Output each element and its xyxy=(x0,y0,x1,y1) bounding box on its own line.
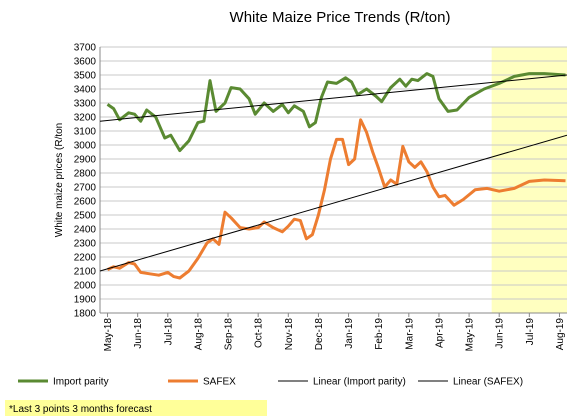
y-tick-label: 2400 xyxy=(74,225,97,236)
x-tick-label: Aug-19 xyxy=(555,318,566,351)
y-tick-label: 3600 xyxy=(74,57,97,68)
legend-label: SAFEX xyxy=(203,377,236,388)
legend-label: Linear (SAFEX) xyxy=(453,377,523,388)
chart-title: White Maize Price Trends (R/ton) xyxy=(230,9,451,26)
y-tick-label: 3000 xyxy=(74,141,97,152)
footnote: *Last 3 points 3 months forecast xyxy=(9,404,152,415)
y-tick-label: 2000 xyxy=(74,281,97,292)
x-tick-label: Sep-18 xyxy=(224,318,235,351)
y-tick-label: 3300 xyxy=(74,99,97,110)
y-tick-label: 2900 xyxy=(74,155,97,166)
legend-label: Import parity xyxy=(53,377,109,388)
x-tick-label: Oct-18 xyxy=(254,318,265,348)
series-line xyxy=(106,118,566,280)
x-tick-label: Jul-19 xyxy=(525,318,536,346)
y-tick-label: 3400 xyxy=(74,85,97,96)
y-tick-label: 2600 xyxy=(74,197,97,208)
x-tick-label: Apr-19 xyxy=(434,318,445,348)
series-line xyxy=(99,134,567,272)
x-tick-label: Feb-19 xyxy=(374,318,385,350)
y-tick-label: 3700 xyxy=(74,43,97,54)
y-tick-label: 1900 xyxy=(74,295,97,306)
y-tick-label: 2100 xyxy=(74,267,97,278)
legend-label: Linear (Import parity) xyxy=(313,377,406,388)
x-tick-label: Nov-18 xyxy=(284,318,295,351)
y-tick-label: 3500 xyxy=(74,71,97,82)
footnote-box xyxy=(5,400,267,416)
x-tick-label: May-18 xyxy=(103,318,114,352)
y-tick-label: 3100 xyxy=(74,127,97,138)
x-tick-label: Jan-19 xyxy=(344,318,355,349)
x-tick-label: Aug-18 xyxy=(193,318,204,351)
x-tick-label: May-19 xyxy=(465,318,476,352)
y-tick-label: 2500 xyxy=(74,211,97,222)
x-tick-label: Jun-18 xyxy=(133,318,144,349)
series-line xyxy=(99,74,567,122)
y-tick-label: 2300 xyxy=(74,239,97,250)
x-tick-label: Dec-18 xyxy=(314,318,325,351)
series-line xyxy=(106,72,566,153)
y-tick-label: 3200 xyxy=(74,113,97,124)
y-tick-label: 1800 xyxy=(74,309,97,320)
y-tick-label: 2200 xyxy=(74,253,97,264)
x-tick-label: Jun-19 xyxy=(495,318,506,349)
y-tick-label: 2700 xyxy=(74,183,97,194)
x-tick-label: Mar-19 xyxy=(404,318,415,350)
x-tick-label: Jul-18 xyxy=(163,318,174,346)
y-tick-label: 2800 xyxy=(74,169,97,180)
y-axis-label: White maize prices (R/ton xyxy=(54,123,65,237)
